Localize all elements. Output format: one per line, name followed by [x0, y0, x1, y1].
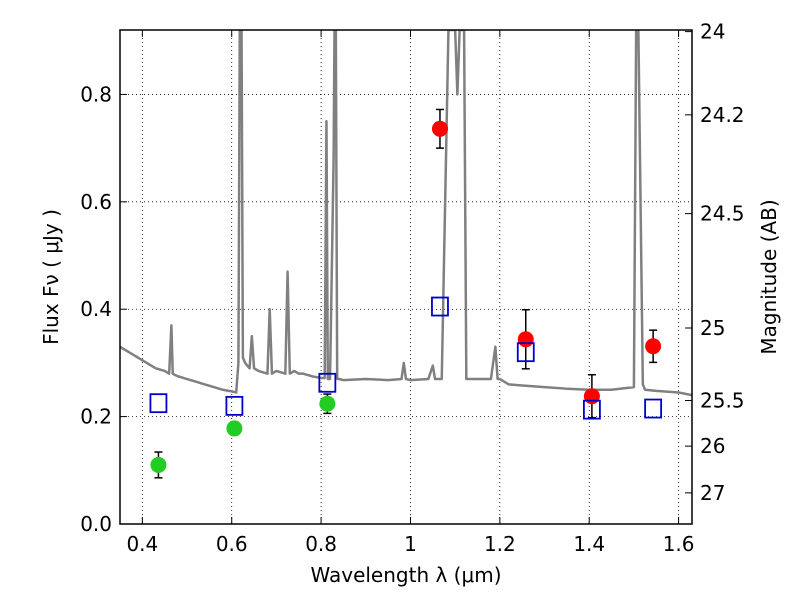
- plot-background: [120, 30, 692, 524]
- model-point: [318, 372, 337, 393]
- data-point: [645, 338, 662, 355]
- mag-tick-label: 24.2: [700, 103, 745, 127]
- mag-tick-label: 24: [700, 20, 725, 44]
- mag-tick-label: 26: [700, 434, 725, 458]
- y-axis-label: Flux Fν ( μJy ): [39, 209, 63, 345]
- y-tick-label: 0.2: [80, 405, 112, 429]
- axis-ticks: 0.4 0.6 0.8 1 1.2 1.4 1.6 0.0 0.2 0.4 0.6 0.8 24 24.2…: [80, 20, 744, 556]
- data-point: [226, 420, 243, 437]
- mag-tick-label: 24.5: [700, 202, 745, 226]
- mag-tick-label: 25.5: [700, 389, 745, 413]
- model-point: [225, 395, 244, 416]
- y-tick-label: 0.4: [80, 297, 112, 321]
- y-axis-right-label: Magnitude (AB): [757, 199, 781, 354]
- mag-tick-label: 25: [700, 316, 725, 340]
- plot-content: [120, 30, 692, 479]
- model-point: [644, 398, 663, 419]
- plot-frame: [119, 29, 693, 525]
- data-point: [517, 331, 534, 348]
- model-point: [516, 342, 535, 363]
- data-point: [431, 120, 448, 137]
- x-tick-label: 1.4: [573, 532, 605, 556]
- model-point: [149, 393, 168, 414]
- x-tick-label: 0.4: [126, 532, 158, 556]
- model-point: [583, 399, 601, 420]
- spectrum-line: [120, 30, 692, 397]
- data-point: [319, 395, 336, 412]
- x-tick-label: 1.6: [663, 532, 695, 556]
- y-tick-label: 0.6: [80, 190, 112, 214]
- data-point: [150, 456, 167, 473]
- x-tick-label: 1.2: [484, 532, 516, 556]
- x-tick-label: 0.8: [305, 532, 337, 556]
- y-tick-label: 0.8: [80, 82, 112, 106]
- mag-tick-label: 27: [700, 481, 725, 505]
- data-point: [583, 388, 600, 405]
- x-tick-label: 0.6: [216, 532, 248, 556]
- x-tick-label: 1: [404, 532, 417, 556]
- model-point: [431, 296, 449, 317]
- x-axis-label: Wavelength λ (μm): [310, 563, 501, 587]
- y-tick-label: 0.0: [80, 512, 112, 536]
